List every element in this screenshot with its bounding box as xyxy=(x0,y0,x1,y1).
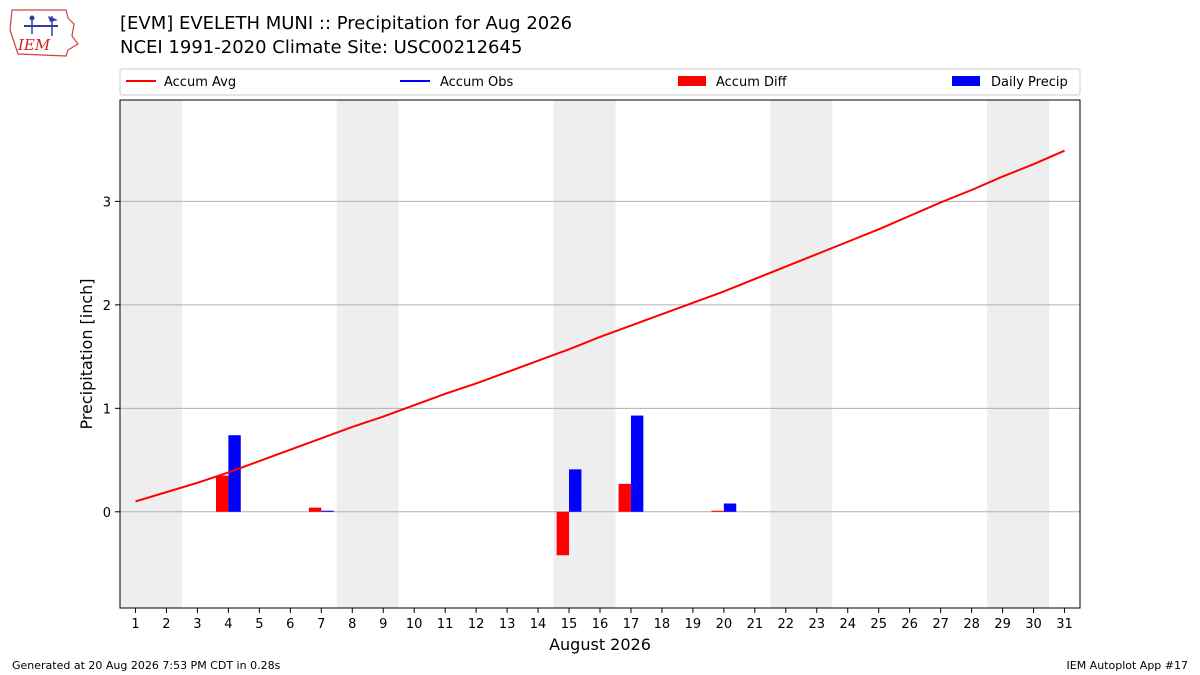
daily-precip-bar-day-4 xyxy=(228,435,241,512)
x-tick-label-2: 2 xyxy=(162,617,170,632)
x-tick-label-17: 17 xyxy=(623,617,640,632)
app-label: IEM Autoplot App #17 xyxy=(1066,659,1189,672)
x-tick-label-11: 11 xyxy=(437,617,454,632)
chart-title: [EVM] EVELETH MUNI :: Precipitation for … xyxy=(120,13,573,34)
x-tick-label-22: 22 xyxy=(778,617,795,632)
x-tick-label-15: 15 xyxy=(561,617,578,632)
x-tick-label-25: 25 xyxy=(870,617,887,632)
x-tick-label-18: 18 xyxy=(654,617,671,632)
daily-precip-bar-day-15 xyxy=(569,469,582,512)
accum-diff-bar-day-4 xyxy=(216,475,229,512)
chart-subtitle: NCEI 1991-2020 Climate Site: USC00212645 xyxy=(120,37,523,58)
x-tick-label-23: 23 xyxy=(809,617,826,632)
x-tick-label-14: 14 xyxy=(530,617,547,632)
x-tick-label-21: 21 xyxy=(747,617,764,632)
legend: Accum Avg Accum Obs Accum Diff Daily Pre… xyxy=(119,68,1081,96)
bars xyxy=(216,415,737,556)
x-tick-label-4: 4 xyxy=(224,617,232,632)
x-tick-label-27: 27 xyxy=(932,617,949,632)
x-tick-label-13: 13 xyxy=(499,617,516,632)
iem-logo: IEM xyxy=(9,9,79,57)
x-tick-label-31: 31 xyxy=(1056,617,1073,632)
weekend-shade-3 xyxy=(770,100,833,608)
y-tick-label-1: 1 xyxy=(103,402,111,417)
x-tick-label-9: 9 xyxy=(379,617,387,632)
generated-timestamp: Generated at 20 Aug 2026 7:53 PM CDT in … xyxy=(12,659,281,672)
y-ticks: 0 1 2 3 xyxy=(103,195,120,521)
x-tick-label-28: 28 xyxy=(963,617,980,632)
x-tick-label-24: 24 xyxy=(839,617,856,632)
legend-swatch-accum-diff xyxy=(678,76,706,86)
legend-label-accum-obs: Accum Obs xyxy=(440,75,513,90)
x-axis-label: August 2026 xyxy=(549,635,651,654)
grid-lines xyxy=(120,200,1080,513)
weekend-shade-0 xyxy=(120,100,182,608)
legend-label-accum-avg: Accum Avg xyxy=(164,75,236,90)
accum-diff-bar-day-7 xyxy=(308,507,322,512)
weekend-shading xyxy=(120,100,1050,608)
x-tick-label-7: 7 xyxy=(317,617,325,632)
x-ticks: 1 2 3 4 5 6 7 8 9 10 11 12 13 14 15 16 17 18 19 20 21 22 23 24 2… xyxy=(131,608,1073,632)
x-tick-label-29: 29 xyxy=(994,617,1011,632)
x-tick-label-30: 30 xyxy=(1025,617,1042,632)
x-tick-label-5: 5 xyxy=(255,617,263,632)
daily-precip-bar-day-17 xyxy=(630,415,644,512)
weekend-shade-1 xyxy=(336,100,399,608)
lines xyxy=(135,149,1065,503)
x-tick-label-1: 1 xyxy=(131,617,139,632)
accum-avg-line xyxy=(135,149,1065,503)
x-tick-label-16: 16 xyxy=(592,617,609,632)
accum-diff-bar-day-15 xyxy=(556,511,570,556)
y-axis-label: Precipitation [inch] xyxy=(77,278,96,429)
x-tick-label-20: 20 xyxy=(716,617,733,632)
weekend-shade-4 xyxy=(987,100,1050,608)
y-tick-label-2: 2 xyxy=(103,299,111,314)
accum-diff-bar-day-17 xyxy=(618,483,631,512)
x-tick-label-12: 12 xyxy=(468,617,485,632)
legend-label-accum-diff: Accum Diff xyxy=(716,75,788,90)
legend-swatch-daily-precip xyxy=(952,76,980,86)
x-tick-label-19: 19 xyxy=(685,617,702,632)
y-tick-label-3: 3 xyxy=(103,195,111,210)
logo-text: IEM xyxy=(17,36,51,54)
x-tick-label-26: 26 xyxy=(901,617,918,632)
daily-precip-bar-day-7 xyxy=(321,510,334,512)
x-tick-label-10: 10 xyxy=(406,617,423,632)
x-tick-label-3: 3 xyxy=(193,617,201,632)
legend-label-daily-precip: Daily Precip xyxy=(991,75,1068,90)
y-tick-label-0: 0 xyxy=(103,506,111,521)
legend-box xyxy=(119,68,1081,96)
accum-diff-bar-day-20 xyxy=(711,510,724,512)
daily-precip-bar-day-20 xyxy=(723,503,737,512)
x-tick-label-8: 8 xyxy=(348,617,356,632)
x-tick-label-6: 6 xyxy=(286,617,294,632)
